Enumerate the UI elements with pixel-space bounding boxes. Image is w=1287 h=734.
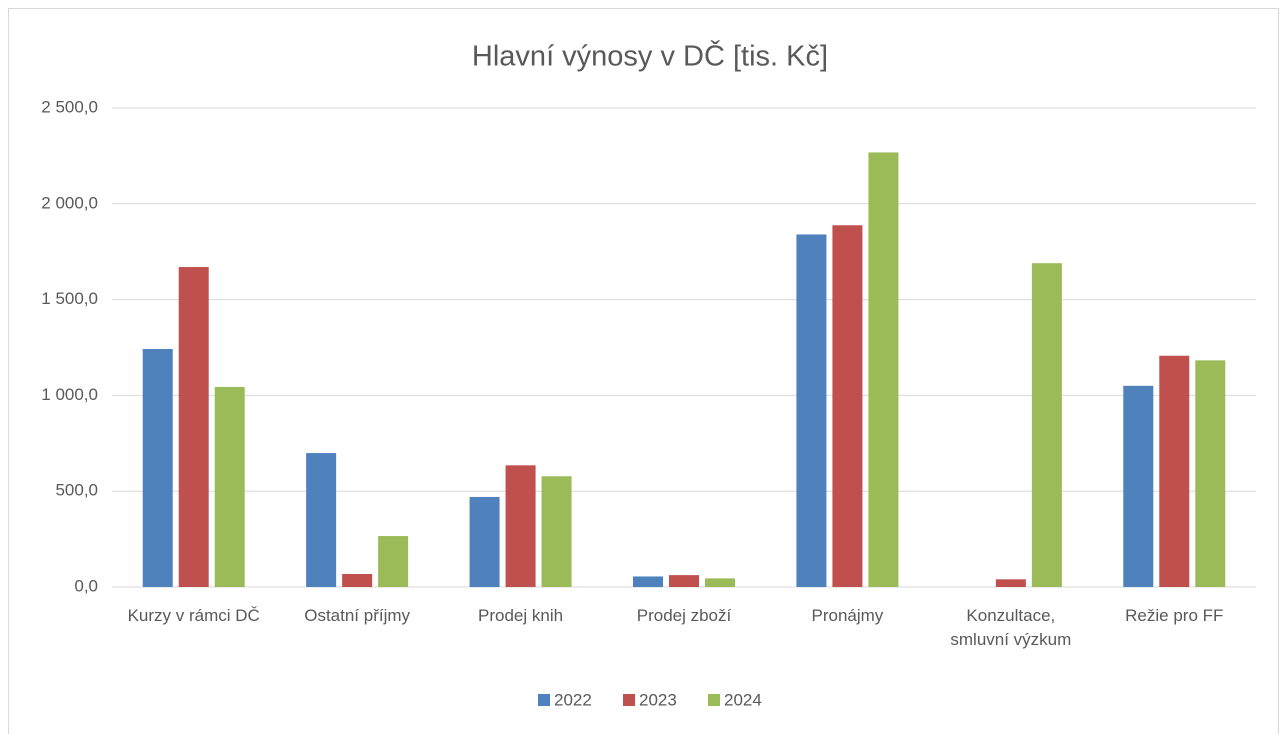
legend-label: 2022 (554, 690, 592, 709)
y-tick-label: 2 000,0 (41, 193, 98, 212)
bar (633, 576, 663, 587)
x-tick-label: Prodej zboží (636, 606, 732, 625)
chart-border (8, 8, 1279, 734)
y-tick-label: 0,0 (74, 576, 98, 595)
bar (1159, 355, 1190, 587)
y-tick-label: 500,0 (55, 481, 98, 500)
bar (705, 578, 735, 587)
bar (342, 573, 373, 587)
legend-swatch (623, 694, 635, 706)
legend-label: 2023 (639, 690, 677, 709)
bar (505, 465, 536, 587)
bar (178, 267, 209, 587)
chart-title: Hlavní výnosy v DČ [tis. Kč] (472, 39, 828, 73)
legend-swatch (538, 694, 550, 706)
bar (469, 496, 500, 587)
legend-swatch (708, 694, 720, 706)
bar (1195, 360, 1226, 587)
bar (1123, 385, 1154, 587)
x-tick-label: Prodej knih (478, 606, 564, 625)
x-tick-label: Konzultace, smluvní výzkum (950, 606, 1072, 649)
bar (796, 234, 827, 587)
y-tick-label: 2 500,0 (41, 97, 98, 116)
x-tick-label: Režie pro FF (1125, 606, 1224, 625)
bar (669, 575, 699, 587)
x-tick-label: Pronájmy (811, 606, 884, 625)
bar (214, 386, 245, 587)
bar (1031, 263, 1062, 587)
bar (541, 476, 572, 587)
y-tick-label: 1 000,0 (41, 385, 98, 404)
legend-label: 2024 (724, 690, 762, 709)
y-tick-label: 1 500,0 (41, 289, 98, 308)
bar (832, 225, 863, 587)
bar (378, 536, 409, 587)
x-tick-label: Ostatní příjmy (304, 606, 411, 625)
bar (868, 152, 899, 587)
bar (306, 453, 337, 587)
bar (142, 349, 173, 587)
bar (995, 579, 1026, 587)
x-tick-label: Kurzy v rámci DČ (127, 606, 260, 625)
